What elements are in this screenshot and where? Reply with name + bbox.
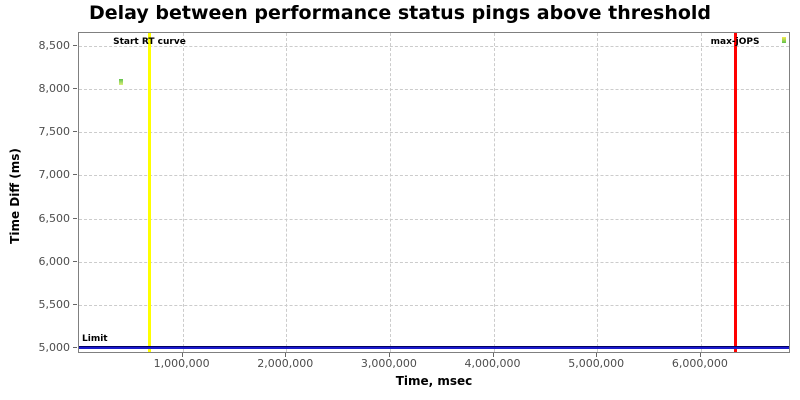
marker-line-start-rt-curve bbox=[147, 33, 151, 352]
y-tick-label: 8,000 bbox=[38, 81, 71, 95]
y-tick-label: 6,000 bbox=[38, 254, 71, 268]
data-point bbox=[119, 78, 124, 85]
y-tick-label: 5,000 bbox=[38, 341, 71, 355]
gridline-horizontal bbox=[79, 348, 789, 350]
marker-line-max-jops bbox=[733, 33, 737, 352]
gridline-vertical bbox=[286, 33, 288, 352]
y-tick bbox=[73, 174, 77, 176]
y-tick bbox=[73, 217, 77, 219]
x-tick bbox=[285, 353, 287, 357]
x-tick-label: 4,000,000 bbox=[464, 357, 521, 370]
gridline-vertical bbox=[389, 33, 391, 352]
gridline-vertical bbox=[700, 33, 702, 352]
x-tick-label: 6,000,000 bbox=[671, 357, 728, 370]
y-tick bbox=[73, 131, 77, 133]
gridline-horizontal bbox=[79, 218, 789, 220]
gridline-horizontal bbox=[79, 88, 789, 90]
x-tick bbox=[596, 353, 598, 357]
x-tick-label: 1,000,000 bbox=[153, 357, 210, 370]
y-tick-label: 5,500 bbox=[38, 298, 71, 312]
x-tick bbox=[492, 353, 494, 357]
y-tick bbox=[73, 304, 77, 306]
y-axis-label: Time Diff (ms) bbox=[8, 148, 22, 244]
y-tick bbox=[73, 44, 77, 46]
y-tick-label: 7,500 bbox=[38, 125, 71, 139]
data-point bbox=[781, 37, 786, 44]
x-tick-label: 2,000,000 bbox=[257, 357, 314, 370]
x-tick bbox=[699, 353, 701, 357]
gridline-horizontal bbox=[79, 305, 789, 307]
y-tick-label: 8,500 bbox=[38, 38, 71, 52]
limit-line bbox=[79, 345, 789, 349]
gridline-horizontal bbox=[79, 261, 789, 263]
y-tick bbox=[73, 260, 77, 262]
gridline-horizontal bbox=[79, 175, 789, 177]
x-tick bbox=[388, 353, 390, 357]
limit-label: Limit bbox=[82, 334, 108, 345]
gridline-horizontal bbox=[79, 132, 789, 134]
y-tick-label: 7,000 bbox=[38, 168, 71, 182]
marker-label-start-rt-curve: Start RT curve bbox=[113, 37, 186, 47]
y-tick bbox=[73, 347, 77, 349]
gridline-vertical bbox=[182, 33, 184, 352]
gridline-vertical bbox=[493, 33, 495, 352]
gridline-horizontal bbox=[79, 45, 789, 47]
plot-area: Start RT curve max-jOPS Limit bbox=[78, 32, 790, 353]
y-tick bbox=[73, 87, 77, 89]
x-tick-label: 5,000,000 bbox=[568, 357, 625, 370]
marker-label-max-jops: max-jOPS bbox=[710, 37, 760, 47]
y-tick-label: 6,500 bbox=[38, 211, 71, 225]
x-tick bbox=[181, 353, 183, 357]
x-axis-label: Time, msec bbox=[395, 374, 473, 388]
gridline-vertical bbox=[597, 33, 599, 352]
x-tick-label: 3,000,000 bbox=[360, 357, 417, 370]
chart-title: Delay between performance status pings a… bbox=[88, 2, 712, 24]
